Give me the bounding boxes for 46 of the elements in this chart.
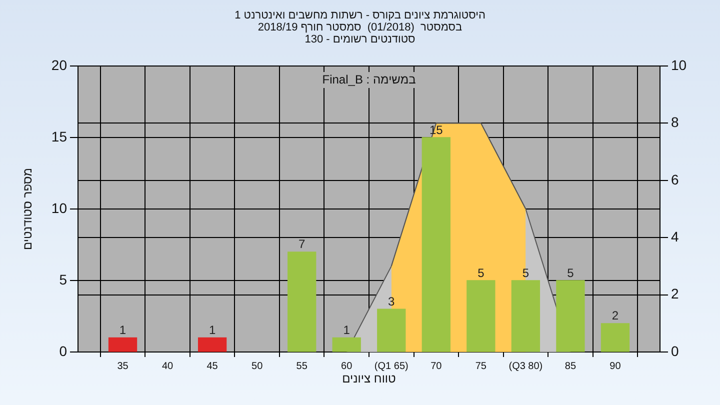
y2-tick-label: 0 (671, 342, 679, 359)
chart-title: היסטוגרמת ציונים בקורס - רשתות מחשבים ואינטרנט 1 (234, 10, 486, 22)
bar (332, 337, 361, 352)
x-tick-label: 75 (475, 360, 487, 372)
x-tick-label: 35 (117, 360, 129, 372)
x-tick-label: 90 (610, 360, 622, 372)
y-axis-title: מספר סטודנטים (20, 168, 34, 250)
bar (198, 337, 227, 352)
data-label: 3 (388, 294, 396, 308)
annotation: במשימה : Final_B (322, 72, 416, 86)
data-label: 1 (208, 323, 216, 338)
y-tick-label: 5 (59, 271, 68, 288)
x-tick-label: 50 (252, 360, 264, 372)
y2-tick-label: 4 (671, 228, 679, 244)
y-tick-label: 10 (51, 200, 68, 216)
y-tick-label: 15 (51, 128, 68, 144)
y2-tick-label: 8 (671, 114, 679, 130)
x-tick-label: (Q1 65) (374, 360, 408, 372)
y2-tick-label: 6 (671, 171, 679, 188)
x-tick-label: (Q3 80) (508, 360, 543, 372)
data-label: 2 (612, 308, 619, 323)
bar (600, 323, 630, 352)
bar (466, 280, 496, 352)
y-tick-label: 0 (59, 342, 68, 359)
data-label: 1 (119, 323, 126, 338)
x-tick-label: 55 (296, 360, 308, 372)
x-tick-label: 45 (206, 360, 218, 372)
x-tick-label: 60 (341, 360, 353, 372)
y-tick-label: 20 (51, 56, 68, 73)
y2-tick-label: 10 (671, 56, 687, 73)
data-label: 1 (343, 323, 350, 338)
x-tick-label: 40 (162, 360, 174, 372)
bar (288, 252, 316, 352)
bar (108, 337, 138, 352)
data-label: 5 (567, 266, 574, 280)
y2-tick-label: 2 (671, 286, 679, 302)
bar (556, 280, 585, 352)
x-tick-label: 85 (564, 360, 576, 372)
data-label: 5 (478, 266, 485, 280)
bar (511, 280, 540, 352)
bar (377, 308, 406, 352)
x-tick-label: 70 (430, 360, 442, 372)
chart-subtitle: בסמסטר (01/2018) סמסטר חורף 2018/19 סטודנטים רשומים - 130 (258, 22, 462, 46)
data-label: 7 (298, 237, 306, 252)
bar (422, 137, 450, 352)
x-axis-title: טווח ציונים (342, 371, 396, 386)
